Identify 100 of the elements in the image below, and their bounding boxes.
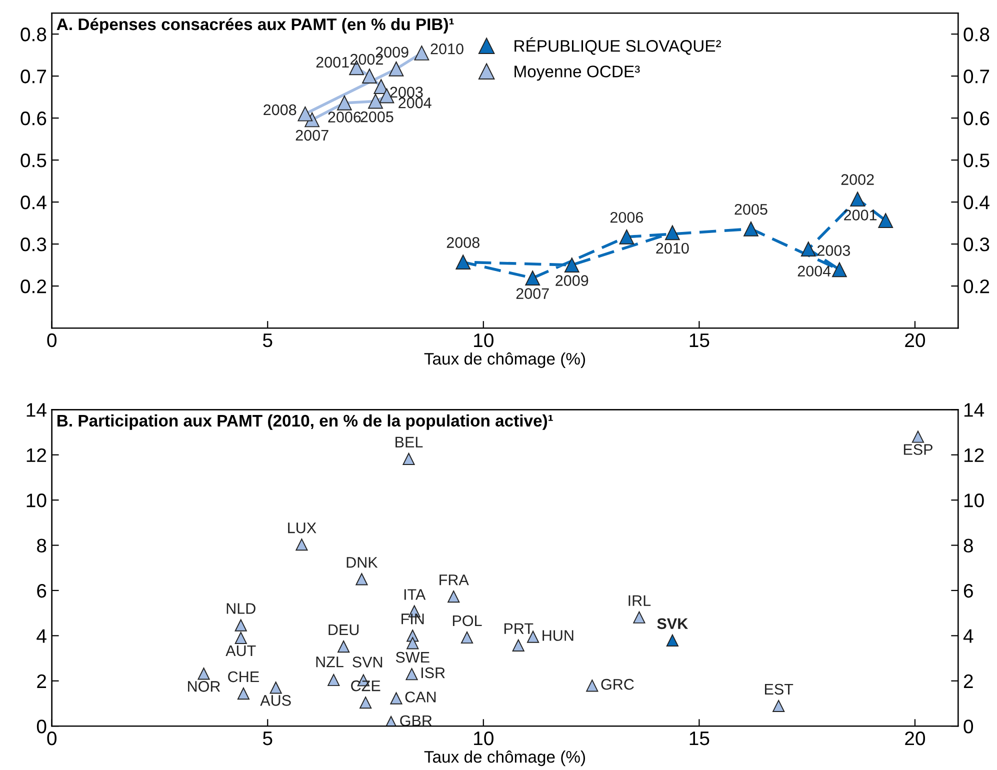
y2-tick-label: 0.8 (964, 28, 990, 42)
y2-tick-label: 12 (964, 448, 984, 462)
point (270, 682, 282, 694)
x-tick-label: 5 (262, 334, 272, 348)
annotation: 2008 (446, 237, 480, 248)
annotation: 2007 (296, 130, 328, 141)
y2-tick-label: 0.6 (964, 112, 990, 126)
y-tick-label: 0 (36, 720, 46, 734)
y-tick-label: 6 (37, 584, 46, 598)
x-tick-label: 15 (690, 732, 710, 746)
y-tick-label: 8 (37, 538, 46, 553)
chart-title: B. Participation aux PAMT (2010, en % de la population active)¹ (57, 414, 553, 430)
annotation: 2007 (516, 288, 549, 299)
x-axis-title: Taux de chômage (%) (424, 352, 586, 368)
y2-tick-label: 8 (964, 538, 973, 553)
annotation: ITA (404, 589, 426, 600)
y2-tick-label: 0 (964, 720, 974, 734)
annotation: IRL (628, 595, 651, 606)
legend-label: Moyenne OCDE³ (514, 66, 640, 81)
y2-tick-label: 14 (964, 403, 984, 417)
y-tick-label: 0.4 (20, 196, 46, 210)
point (666, 634, 678, 646)
point (772, 700, 785, 712)
point (298, 106, 313, 122)
annotation: FRA (440, 574, 469, 586)
annotation: 2005 (360, 111, 394, 122)
point (338, 640, 350, 653)
y2-tick-label: 6 (964, 584, 973, 598)
annotation: AUS (260, 695, 291, 706)
point (456, 254, 471, 270)
x-tick-label: 10 (474, 333, 494, 348)
y2-tick-label: 4 (963, 629, 974, 643)
point (296, 538, 308, 551)
annotation: NZL (316, 656, 344, 668)
x-tick-label: 5 (262, 732, 272, 746)
annotation: 2004 (798, 266, 831, 277)
annotation: 2010 (656, 242, 689, 254)
point (368, 94, 383, 109)
annotation: 2001 (844, 210, 877, 220)
point (360, 696, 372, 709)
annotation: 2008 (264, 104, 296, 116)
y2-tick-label: 2 (964, 674, 973, 688)
point (664, 225, 680, 240)
annotation: NOR (188, 681, 220, 692)
point (388, 62, 404, 76)
annotation: GRC (601, 678, 634, 690)
point (402, 452, 415, 465)
y2-tick-label: 0.5 (964, 154, 990, 168)
y2-tick-label: 0.3 (964, 238, 990, 252)
point (328, 674, 340, 686)
x-tick-label: 0 (47, 731, 56, 746)
y-tick-label: 0.5 (20, 154, 46, 168)
annotation: SVK (657, 618, 688, 630)
y-tick-label: 4 (36, 629, 46, 643)
annotation: NLD (226, 603, 256, 614)
point (619, 229, 634, 244)
annotation: PRT (504, 623, 534, 634)
y2-tick-label: 10 (964, 494, 984, 508)
annotation: 2002 (841, 174, 874, 185)
annotation: 2004 (398, 97, 432, 108)
point (878, 213, 894, 228)
annotation: AUT (226, 645, 256, 656)
annotation: DNK (346, 557, 378, 568)
chart-title: A. Dépenses consacrées aux PAMT (en % du PIB)¹ (56, 18, 454, 34)
point (406, 668, 418, 680)
annotation: SWE (396, 652, 430, 663)
annotation: 2003 (390, 86, 423, 98)
point (586, 680, 598, 692)
x-tick-label: 20 (905, 333, 926, 348)
point (237, 688, 250, 700)
point (362, 68, 377, 84)
point (850, 192, 865, 207)
x-tick-label: 20 (905, 731, 926, 746)
annotation: CHE (228, 671, 259, 682)
point (390, 692, 402, 704)
point (800, 242, 816, 257)
x-tick-label: 0 (47, 333, 56, 348)
point (633, 611, 646, 624)
annotation: FIN (402, 614, 424, 624)
annotation: 2003 (817, 245, 850, 256)
y-tick-label: 10 (26, 494, 46, 508)
annotation: 2010 (430, 43, 464, 54)
y-tick-label: 2 (37, 674, 46, 688)
point (460, 631, 474, 644)
annotation: 2009 (556, 275, 588, 286)
point (337, 96, 352, 110)
point (406, 637, 419, 650)
annotation: POL (452, 615, 482, 626)
legend-label: RÉPUBLIQUE SLOVAQUE² (514, 37, 721, 55)
point (525, 270, 540, 286)
point (414, 46, 430, 60)
point (198, 668, 210, 680)
y-tick-label: 12 (26, 448, 46, 462)
annotation: ESP (904, 444, 932, 455)
annotation: ISR (422, 667, 445, 678)
point (356, 573, 368, 586)
point (512, 639, 524, 652)
y2-tick-label: 0.7 (964, 70, 990, 84)
annotation: 2006 (610, 212, 644, 223)
annotation: CZE (351, 680, 380, 692)
